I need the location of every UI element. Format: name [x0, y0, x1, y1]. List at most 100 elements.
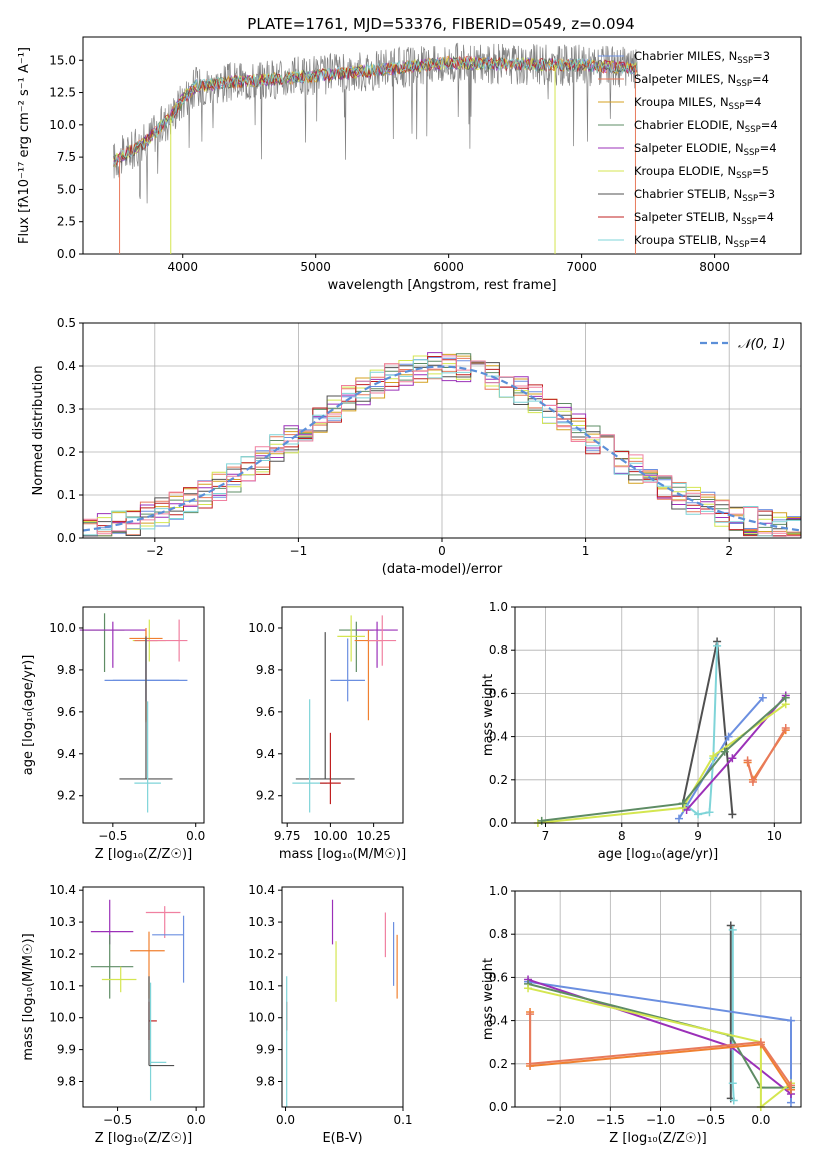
residual-histogram: [83, 361, 801, 537]
legend-label: Salpeter STELIB, NSSP=4: [634, 210, 774, 227]
weight-line: [746, 727, 787, 785]
y-axis-label: Flux [fλ10⁻¹⁷ erg cm⁻² s⁻¹ A⁻¹]: [17, 47, 32, 244]
weight-point: [537, 816, 546, 825]
weight-point: [756, 1038, 765, 1047]
x-tick-label: 5000: [300, 260, 331, 274]
y-axis-label: mass weight: [481, 674, 496, 756]
x-axis-label: Z [log₁₀(Z/Z☉)]: [609, 1131, 706, 1146]
weight-line: [731, 929, 735, 1101]
y-tick-label: 0.2: [57, 445, 76, 459]
x-tick-label: 0.0: [751, 1113, 770, 1127]
legend-label: Chabrier STELIB, NSSP=3: [634, 187, 775, 204]
x-tick-label: 10: [767, 829, 782, 843]
weight_vs_age-panel: 7 8 9 10 0.0 0.2 0.4 0.6 0.8 1.0 age [log₁₀(age/yr…: [481, 600, 802, 862]
x-tick-label: 10.00: [313, 829, 347, 843]
y-axis-label: mass [log₁₀(M/M☉)]: [21, 933, 36, 1060]
y-tick-label: 0.6: [489, 686, 508, 700]
x-tick-label: 0.0: [276, 1113, 295, 1127]
y-tick-label: 9.8: [57, 663, 76, 677]
x-tick-label: −2.0: [546, 1113, 575, 1127]
x-tick-label: −0.5: [98, 829, 127, 843]
legend-label: Kroupa ELODIE, NSSP=5: [634, 164, 769, 181]
y-tick-label: 10.3: [248, 915, 275, 929]
x-tick-label: −0.5: [103, 1113, 132, 1127]
residual-histogram: [83, 355, 801, 537]
legend-label: Kroupa STELIB, NSSP=4: [634, 233, 766, 250]
weight-line: [527, 982, 791, 1089]
y-tick-label: 0.4: [489, 1014, 508, 1028]
weight-point: [758, 693, 767, 702]
legend-sub: SSP: [729, 102, 745, 112]
x-tick-label: 7: [542, 829, 550, 843]
y-tick-label: 0.4: [57, 359, 76, 373]
weight-point: [526, 1059, 535, 1068]
y-tick-label: 0.0: [57, 247, 76, 261]
weight_vs_Z-frame: [514, 890, 802, 1108]
legend-sub: SSP: [736, 171, 752, 181]
weight-point: [786, 1016, 795, 1025]
legend-tail: =4: [744, 95, 761, 109]
weight-point: [728, 925, 737, 934]
x-tick-label: −0.5: [696, 1113, 725, 1127]
y-tick-label: 10.1: [248, 979, 275, 993]
y-tick-label: 10.0: [49, 621, 76, 635]
x-tick-label: 9.75: [274, 829, 301, 843]
weight-line: [681, 641, 734, 815]
x-tick-label: 8: [618, 829, 626, 843]
weight-point: [724, 732, 733, 741]
legend-tail: =4: [749, 233, 766, 247]
y-axis-label: mass weight: [481, 958, 496, 1040]
age_vs_Z-frame: [82, 606, 205, 824]
y-tick-label: 10.0: [49, 118, 76, 132]
legend-sub: SSP: [741, 217, 757, 227]
legend-sub: SSP: [745, 125, 761, 135]
weight-point: [726, 921, 735, 930]
weight-point: [526, 1010, 535, 1019]
legend-tail: =3: [758, 187, 775, 201]
weight_vs_age-frame: [514, 606, 802, 824]
x-axis-label: age [log₁₀(age/yr)]: [598, 847, 719, 862]
weight_vs_Z-panel: −2.0 −1.5 −1.0 −0.5 0.0 0.0 0.2 0.4 0.6 0.8 1.0 Z […: [481, 884, 802, 1146]
y-tick-label: 9.2: [57, 789, 76, 803]
y-tick-label: 0.1: [57, 488, 76, 502]
x-tick-label: 0.1: [393, 1113, 412, 1127]
y-tick-label: 10.0: [49, 1011, 76, 1025]
weight-point: [713, 641, 722, 650]
y-tick-label: 10.3: [49, 915, 76, 929]
weight-point: [720, 747, 729, 756]
legend-label: Salpeter MILES, NSSP=4: [634, 72, 769, 89]
legend-sub: SSP: [737, 56, 753, 66]
y-tick-label: 9.6: [57, 705, 76, 719]
x-tick-label: 0.0: [186, 829, 205, 843]
x-tick-label: −2: [146, 544, 164, 558]
y-tick-label: 0.8: [489, 927, 508, 941]
y-tick-label: 9.4: [256, 747, 275, 761]
model-spectrum: [113, 57, 638, 167]
legend-tail: =3: [753, 49, 770, 63]
spectrum-frame: [82, 36, 802, 255]
residuals-panel: −2 −1 0 1 2 0.0 0.1 0.2 0.3 0.4 0.5 (data-model)/er…: [31, 316, 802, 577]
legend-label: Salpeter ELODIE, NSSP=4: [634, 141, 777, 158]
weight-point: [781, 723, 790, 732]
weight-point: [729, 1096, 738, 1105]
residuals-frame: [82, 322, 802, 539]
x-tick-label: 7000: [566, 260, 597, 274]
weight-line: [541, 696, 787, 822]
y-tick-label: 10.0: [248, 621, 275, 635]
y-tick-label: 10.4: [49, 883, 76, 897]
y-tick-label: 0.2: [489, 773, 508, 787]
x-axis-label: Z [log₁₀(Z/Z☉)]: [95, 1131, 192, 1146]
spectrum-panel: 4000 5000 6000 7000 8000 0.0 2.5 5.0 7.5 10.0 12.5…: [17, 36, 802, 293]
x-tick-label: 6000: [433, 260, 464, 274]
y-tick-label: 10.1: [49, 979, 76, 993]
y-tick-label: 5.0: [57, 182, 76, 196]
weight-point: [728, 1079, 737, 1088]
legend-tail: =4: [752, 72, 769, 86]
y-tick-label: 0.6: [489, 970, 508, 984]
weight-point: [786, 1081, 795, 1090]
legend-tail: =4: [757, 210, 774, 224]
y-tick-label: 0.5: [57, 316, 76, 330]
y-tick-label: 1.0: [489, 884, 508, 898]
y-tick-label: 9.8: [256, 663, 275, 677]
y-tick-label: 9.2: [256, 789, 275, 803]
